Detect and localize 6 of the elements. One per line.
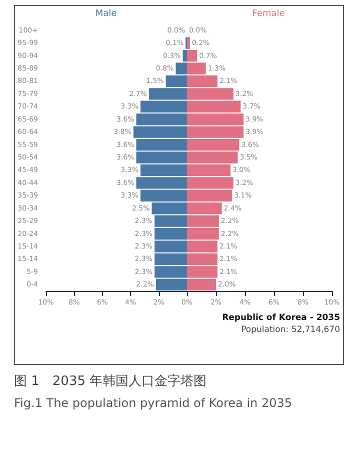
text: Female xyxy=(252,9,285,19)
text: Population: 52,714,670 xyxy=(241,325,340,335)
text: Male xyxy=(95,9,117,19)
text: Fig.1 The population pyramid of Korea in 2035 xyxy=(14,396,292,410)
text: Republic of Korea - 2035 xyxy=(222,313,340,323)
text: 图 1 2035 年韩国人口金字塔图 xyxy=(14,373,207,390)
